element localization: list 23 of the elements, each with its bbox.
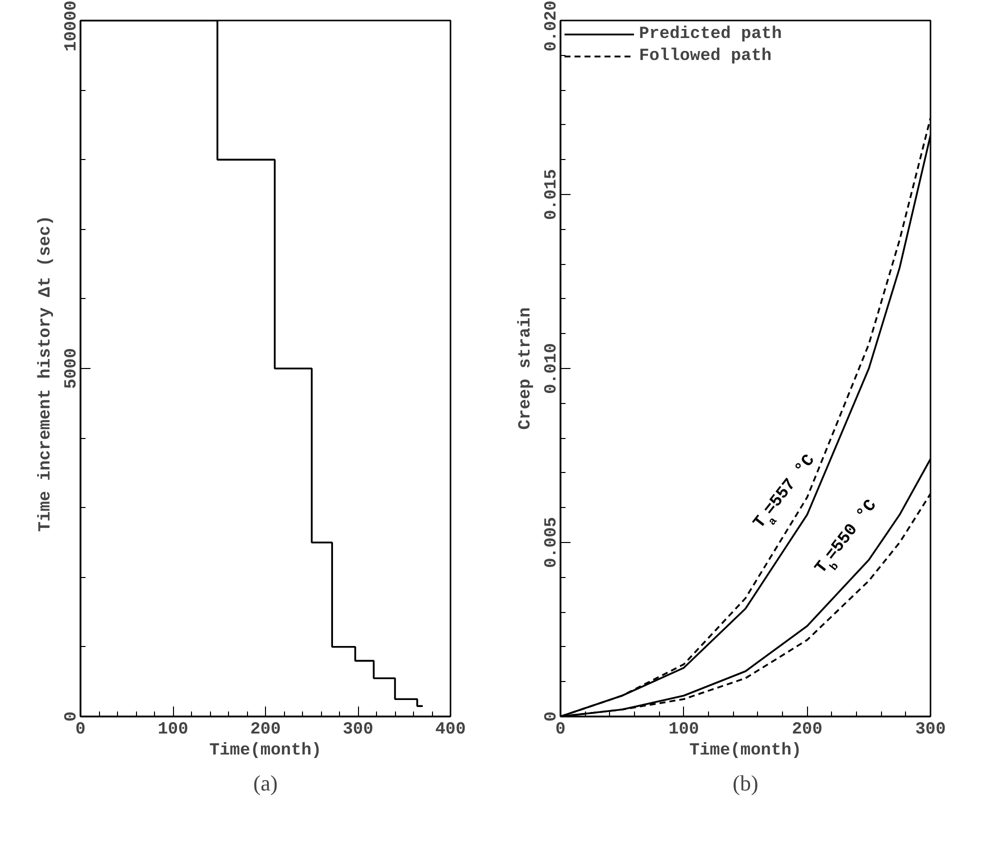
x-tick-label: 200 bbox=[250, 720, 281, 740]
x-tick-label: 200 bbox=[792, 720, 822, 740]
legend-label: Predicted path bbox=[639, 24, 782, 44]
x-tick-label: 300 bbox=[342, 720, 374, 740]
y-tick-label: 0 bbox=[62, 711, 82, 722]
y-tick-label: 0 bbox=[542, 711, 562, 722]
y-tick-label: 0.010 bbox=[542, 342, 562, 394]
x-tick-label: 100 bbox=[668, 720, 700, 740]
text: (a) bbox=[253, 770, 278, 796]
y-axis-title: Creep strain bbox=[516, 307, 536, 430]
y-axis-title: Time increment history Δt (sec) bbox=[36, 215, 56, 532]
y-tick-label: 10000 bbox=[62, 0, 82, 52]
x-axis-title: Time(month) bbox=[209, 742, 322, 760]
x-tick-label: 400 bbox=[435, 720, 466, 740]
x-axis-title: Time(month) bbox=[689, 742, 802, 760]
text: (b) bbox=[732, 770, 758, 796]
y-tick-label: 0.005 bbox=[542, 516, 562, 568]
x-tick-label: 300 bbox=[915, 720, 946, 740]
y-tick-label: 0.015 bbox=[542, 168, 562, 220]
legend-label: Followed path bbox=[639, 46, 772, 66]
y-tick-label: 5000 bbox=[62, 348, 82, 389]
x-tick-label: 100 bbox=[158, 720, 188, 740]
y-tick-label: 0.020 bbox=[542, 0, 562, 52]
